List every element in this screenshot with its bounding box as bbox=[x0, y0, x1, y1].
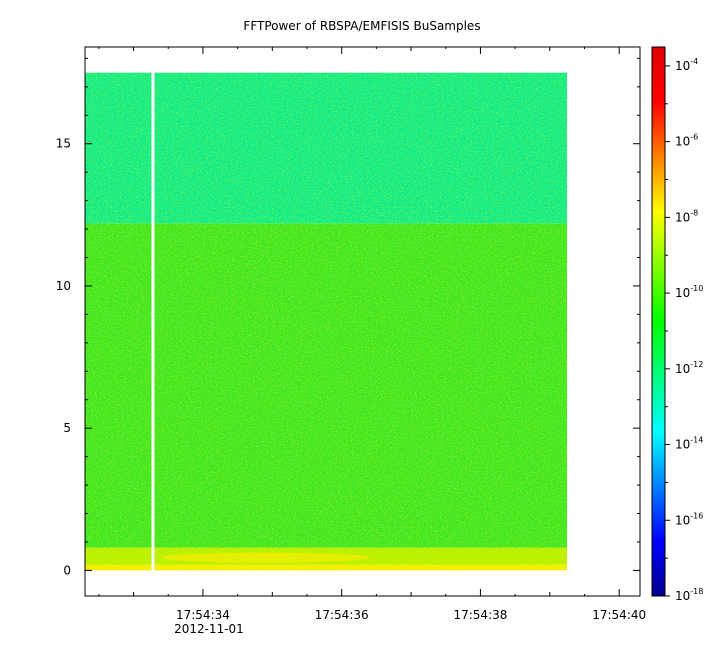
colorbar-tick-label: 10-10 bbox=[675, 284, 703, 300]
spectrogram-noise bbox=[85, 72, 568, 571]
y-tick-label: 10 bbox=[56, 279, 71, 293]
x-tick-label: 17:54:40 bbox=[592, 608, 646, 622]
x-tick-label: 17:54:36 bbox=[315, 608, 369, 622]
colorbar-tick-label: 10-18 bbox=[675, 587, 703, 603]
spectrogram-image bbox=[85, 72, 568, 571]
x-date-label: 2012-11-01 bbox=[174, 622, 244, 636]
colorbar-tick-label: 10-16 bbox=[675, 511, 703, 527]
plot-frame bbox=[84, 46, 641, 597]
colorbar-tick-label: 10-4 bbox=[675, 57, 698, 73]
colorbar bbox=[651, 46, 666, 597]
chart-title: FFTPower of RBSPA/EMFISIS BuSamples bbox=[243, 19, 480, 33]
colorbar-tick-label: 10-6 bbox=[675, 133, 698, 149]
x-tick-label: 17:54:38 bbox=[453, 608, 507, 622]
x-tick-label: 17:54:34 bbox=[176, 608, 230, 622]
colorbar-tick-label: 10-8 bbox=[675, 208, 698, 224]
y-tick-label: 0 bbox=[63, 563, 71, 577]
colorbar-tick-label: 10-12 bbox=[675, 360, 703, 376]
colorbar-tick-label: 10-14 bbox=[675, 436, 703, 452]
data-gap bbox=[151, 72, 155, 571]
y-tick-label: 15 bbox=[56, 137, 71, 151]
y-tick-label: 5 bbox=[63, 421, 71, 435]
low-frequency-feature bbox=[161, 552, 370, 563]
